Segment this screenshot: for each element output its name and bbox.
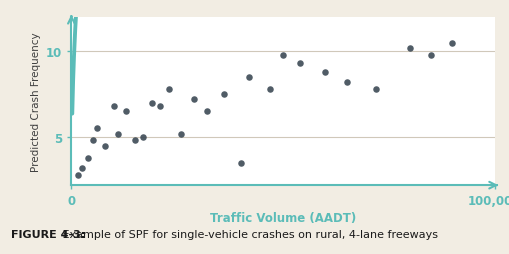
Point bbox=[101, 144, 109, 148]
Point bbox=[164, 88, 173, 92]
Point bbox=[236, 161, 244, 165]
Point bbox=[139, 135, 147, 139]
Point bbox=[109, 105, 118, 109]
Point bbox=[148, 101, 156, 105]
X-axis label: Traffic Volume (AADT): Traffic Volume (AADT) bbox=[210, 212, 355, 225]
Text: Example of SPF for single-vehicle crashes on rural, 4-lane freeways: Example of SPF for single-vehicle crashe… bbox=[59, 229, 437, 239]
Point bbox=[177, 132, 185, 136]
Point bbox=[156, 105, 164, 109]
Point bbox=[114, 132, 122, 136]
Point bbox=[321, 71, 329, 75]
Y-axis label: Predicted Crash Frequency: Predicted Crash Frequency bbox=[31, 32, 41, 171]
Point bbox=[131, 139, 139, 143]
Point bbox=[84, 156, 92, 160]
Point bbox=[427, 53, 435, 57]
Point bbox=[278, 53, 287, 57]
Point bbox=[295, 62, 303, 66]
Point bbox=[219, 93, 228, 97]
Point bbox=[78, 166, 86, 170]
Point bbox=[245, 76, 253, 80]
Point bbox=[190, 98, 198, 102]
Point bbox=[266, 88, 274, 92]
Text: FIGURE 4-3:: FIGURE 4-3: bbox=[11, 229, 86, 239]
Point bbox=[372, 88, 380, 92]
Point bbox=[447, 41, 456, 45]
Point bbox=[122, 110, 130, 114]
Point bbox=[342, 81, 350, 85]
Point bbox=[405, 46, 413, 51]
Point bbox=[203, 110, 211, 114]
Point bbox=[93, 127, 101, 131]
Point bbox=[73, 173, 81, 177]
Point bbox=[89, 139, 97, 143]
